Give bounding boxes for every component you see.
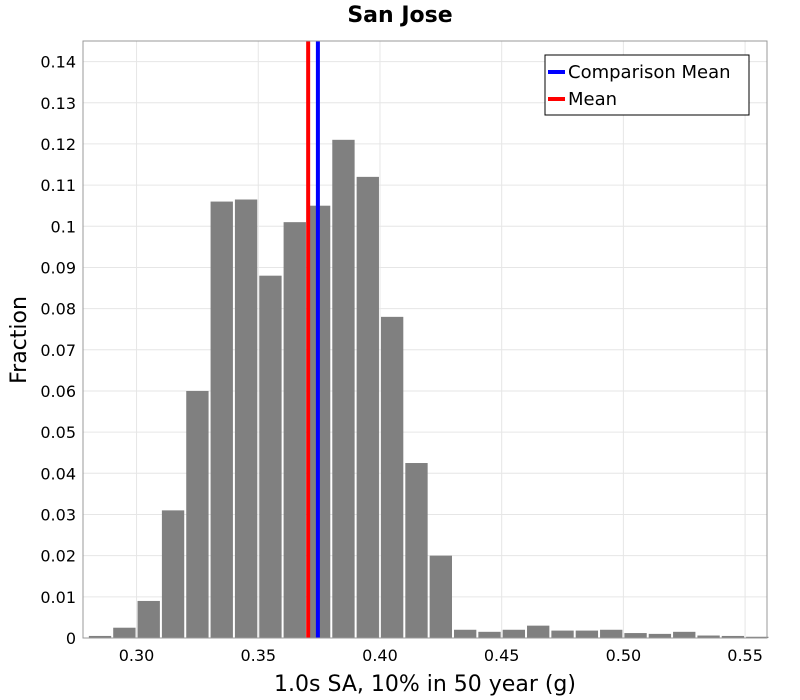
histogram-bar [527,625,550,638]
histogram-bar [648,633,672,638]
y-tick-label: 0.02 [40,547,76,566]
histogram-bar [551,630,574,638]
x-tick-label: 0.55 [727,646,763,665]
histogram-bar [405,463,428,638]
x-tick-label: 0.40 [362,646,398,665]
histogram-bar [113,627,136,638]
histogram-bar [502,629,526,638]
mean-lines [306,41,320,638]
histogram-bar [234,199,258,638]
legend: Comparison Mean Mean [544,54,750,116]
histogram-bar [697,635,720,638]
histogram-bar [478,631,501,638]
y-tick-labels: 0 0.01 0.02 0.03 0.04 0.05 0.06 0.07 0.08 0.09 0.1… [40,53,76,648]
x-tick-label: 0.35 [240,646,276,665]
y-tick-label: 0.12 [40,135,76,154]
histogram-bar [673,631,696,638]
histogram-bar [575,630,599,638]
histogram-bar [721,635,745,638]
y-tick-label: 0.03 [40,505,76,524]
histogram-bar [380,316,404,638]
y-tick-label: 0.11 [40,176,76,195]
legend-label: Mean [568,89,617,110]
histogram-bar [453,629,477,638]
y-tick-label: 0 [66,629,76,648]
histogram-bar [332,139,355,639]
x-axis-label: 1.0s SA, 10% in 50 year (g) [274,672,576,697]
legend-box [544,54,750,116]
x-tick-label: 0.30 [119,646,155,665]
x-tick-label: 0.50 [606,646,642,665]
y-tick-label: 0.05 [40,423,76,442]
y-tick-label: 0.13 [40,94,76,113]
y-tick-label: 0.1 [51,217,76,236]
bars [88,139,769,639]
histogram-bar [283,222,306,638]
y-tick-label: 0.06 [40,382,76,401]
y-tick-label: 0.09 [40,258,76,277]
histogram-bar [137,600,160,638]
histogram-bar [210,201,233,638]
legend-label: Comparison Mean [568,62,731,83]
x-tick-labels: 0.30 0.35 0.40 0.45 0.50 0.55 [119,646,763,665]
plot-frame [82,40,768,639]
x-tick-label: 0.45 [484,646,520,665]
y-tick-label: 0.14 [40,53,76,72]
histogram-bar [746,636,769,638]
y-tick-label: 0.07 [40,341,76,360]
histogram-bar [161,510,185,638]
chart-title: San Jose [347,3,452,28]
histogram-bar [259,275,282,638]
histogram-bar [600,629,623,638]
y-axis-label: Fraction [7,296,32,384]
y-tick-label: 0.08 [40,300,76,319]
histogram-bar [186,390,209,638]
y-tick-label: 0.01 [40,588,76,607]
histogram-bar [624,633,647,638]
histogram-bar [429,555,452,638]
histogram-bar [88,635,112,638]
y-tick-label: 0.04 [40,464,76,483]
histogram-bar [356,176,379,639]
